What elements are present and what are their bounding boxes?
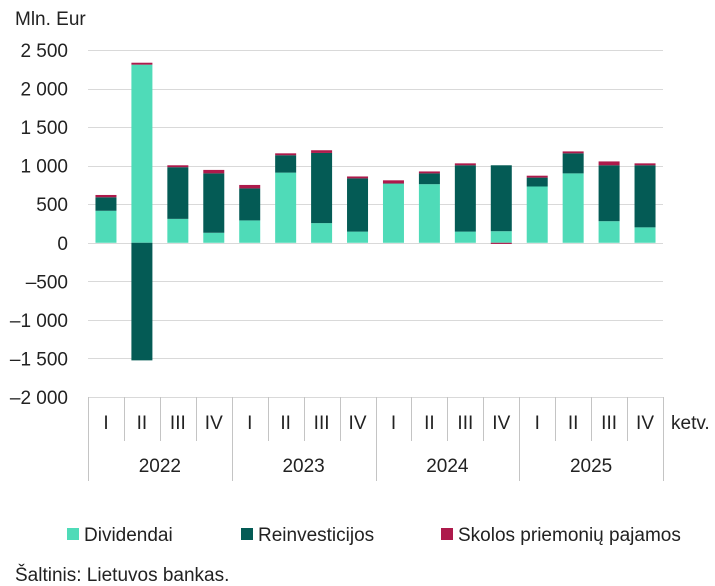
- bar-skolos-priemoniu-pajamos: [418, 171, 440, 174]
- legend-swatch: [67, 528, 79, 540]
- bar-reinvesticijos: [167, 167, 189, 219]
- bar-dividendai: [454, 231, 476, 243]
- bar-reinvesticijos: [526, 177, 548, 187]
- x-tick-label: I: [103, 413, 108, 434]
- bar-dividendai: [95, 210, 117, 243]
- source-note: Šaltinis: Lietuvos bankas.: [15, 564, 229, 586]
- bar-skolos-priemoniu-pajamos: [239, 184, 261, 189]
- y-tick-label: –1 000: [10, 311, 68, 332]
- bar-reinvesticijos: [454, 165, 476, 232]
- y-tick-label: 2 500: [20, 41, 68, 62]
- y-tick-label: 0: [57, 234, 68, 255]
- y-tick-label: 1 000: [20, 157, 68, 178]
- bar-reinvesticijos: [131, 242, 153, 361]
- bar-dividendai: [203, 232, 225, 243]
- bar-skolos-priemoniu-pajamos: [634, 163, 656, 166]
- x-axis-unit-label: ketv.: [671, 413, 710, 434]
- bar-reinvesticijos: [347, 178, 369, 232]
- bar-dividendai: [167, 218, 189, 243]
- legend-item-reinvesticijos: Reinvesticijos: [241, 525, 374, 546]
- bar-skolos-priemoniu-pajamos: [347, 176, 369, 179]
- bar-skolos-priemoniu-pajamos: [562, 151, 584, 154]
- x-tick-label: II: [280, 413, 291, 434]
- x-tick-label: I: [247, 413, 252, 434]
- x-tick-label: III: [170, 413, 186, 434]
- bar-reinvesticijos: [418, 173, 440, 185]
- bar-reinvesticijos: [275, 155, 297, 173]
- y-tick-label: 1 500: [20, 118, 68, 139]
- y-tick-label: –2 000: [10, 388, 68, 409]
- bar-dividendai: [347, 231, 369, 243]
- x-tick-label: III: [457, 413, 473, 434]
- bar-dividendai: [131, 64, 153, 243]
- bar-skolos-priemoniu-pajamos: [526, 175, 548, 178]
- bar-dividendai: [311, 223, 333, 243]
- x-group-label: 2024: [426, 456, 469, 477]
- bar-dividendai: [239, 220, 261, 243]
- legend: Dividendai Reinvesticijos Skolos priemonių…: [67, 525, 681, 546]
- x-tick-label: I: [391, 413, 396, 434]
- y-tick-label: 500: [36, 195, 68, 216]
- bar-reinvesticijos: [598, 165, 620, 222]
- x-tick-label: IV: [636, 413, 654, 434]
- bar-dividendai: [382, 183, 404, 243]
- legend-swatch: [241, 528, 253, 540]
- x-group-label: 2023: [282, 456, 324, 477]
- bar-reinvesticijos: [203, 173, 225, 233]
- bar-dividendai: [418, 184, 440, 243]
- legend-label: Reinvesticijos: [258, 525, 374, 546]
- bar-dividendai: [598, 221, 620, 243]
- bar-reinvesticijos: [490, 165, 512, 232]
- x-group-label: 2025: [570, 456, 612, 477]
- bar-dividendai: [634, 227, 656, 243]
- bar-reinvesticijos: [239, 188, 261, 221]
- legend-label: Dividendai: [84, 525, 173, 546]
- x-tick-label: II: [568, 413, 579, 434]
- y-tick-label: 2 000: [20, 80, 68, 101]
- bar-skolos-priemoniu-pajamos: [454, 163, 476, 166]
- bar-skolos-priemoniu-pajamos: [95, 194, 117, 198]
- bar-reinvesticijos: [95, 197, 117, 211]
- legend-item-dividendai: Dividendai: [67, 525, 173, 546]
- x-tick-label: II: [424, 413, 435, 434]
- bar-reinvesticijos: [634, 165, 656, 228]
- bar-skolos-priemoniu-pajamos: [490, 242, 512, 244]
- bar-reinvesticijos: [562, 153, 584, 174]
- x-tick-label: III: [314, 413, 330, 434]
- x-tick-label: III: [601, 413, 617, 434]
- x-tick-label: IV: [492, 413, 510, 434]
- bar-reinvesticijos: [311, 152, 333, 224]
- bar-skolos-priemoniu-pajamos: [203, 169, 225, 174]
- bar-skolos-priemoniu-pajamos: [598, 161, 620, 166]
- x-tick-label: I: [535, 413, 540, 434]
- y-axis-tick-labels: 2 500 2 000 1 500 1 000 500 0 –500 –1 000 –1 500…: [10, 41, 68, 409]
- bar-dividendai: [490, 231, 512, 243]
- bar-dividendai: [562, 173, 584, 243]
- y-axis-title: Mln. Eur: [15, 9, 86, 30]
- legend-swatch: [441, 528, 453, 540]
- bars: [95, 62, 656, 361]
- bar-skolos-priemoniu-pajamos: [167, 165, 189, 168]
- y-tick-label: –1 500: [10, 349, 68, 370]
- y-tick-label: –500: [26, 272, 68, 293]
- bar-skolos-priemoniu-pajamos: [382, 180, 404, 184]
- bar-dividendai: [275, 172, 297, 243]
- x-tick-label: II: [137, 413, 148, 434]
- x-tick-label: IV: [349, 413, 367, 434]
- legend-item-skolos-priemoniu-pajamos: Skolos priemonių pajamos: [441, 525, 681, 546]
- bar-skolos-priemoniu-pajamos: [311, 150, 333, 153]
- bar-skolos-priemoniu-pajamos: [275, 153, 297, 156]
- x-tick-label: IV: [205, 413, 223, 434]
- x-group-label: 2022: [139, 456, 181, 477]
- legend-label: Skolos priemonių pajamos: [458, 525, 681, 546]
- bar-skolos-priemoniu-pajamos: [131, 62, 153, 65]
- bar-dividendai: [526, 186, 548, 243]
